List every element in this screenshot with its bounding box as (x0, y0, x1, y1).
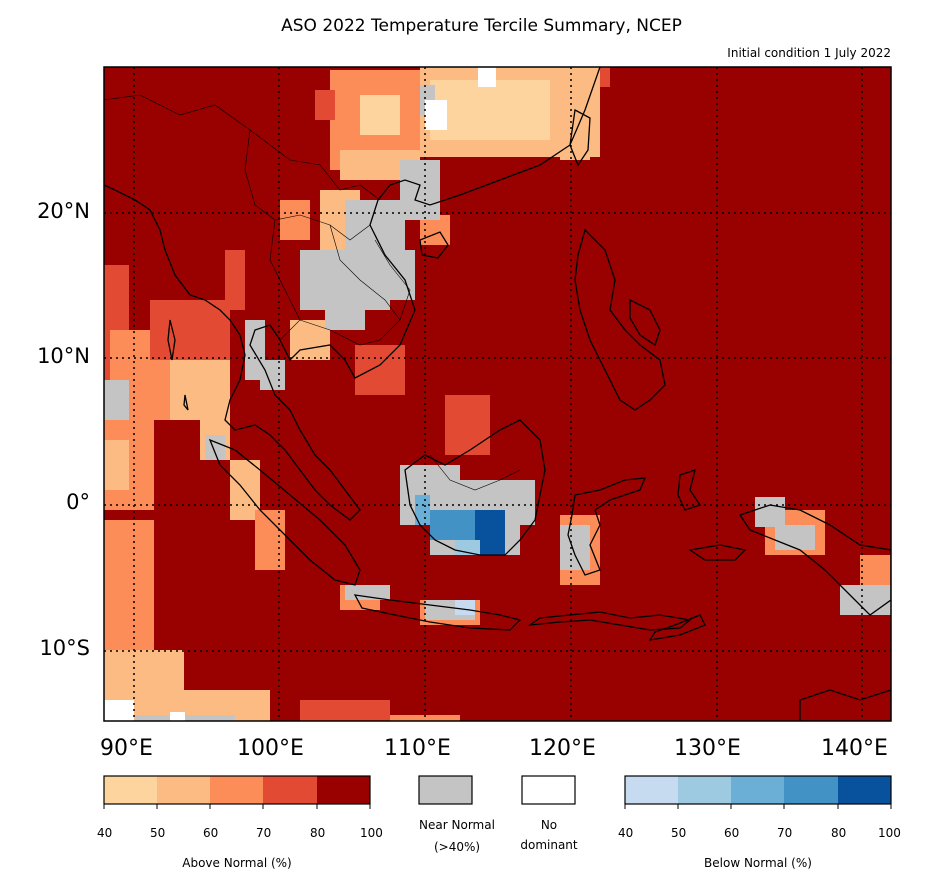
below-tick-40: 40 (618, 826, 634, 840)
map-title: ASO 2022 Temperature Tercile Summary, NC… (281, 16, 682, 36)
gridlines (104, 67, 891, 721)
below-tick-100: 100 (878, 826, 901, 840)
no-dominant-patches (104, 67, 496, 721)
borders (104, 94, 521, 491)
below-normal-caption: Below Normal (%) (704, 856, 812, 870)
below-tick-60: 60 (724, 826, 740, 840)
colorbar-above-normal (103, 775, 371, 809)
above-tick-100: 100 (360, 826, 383, 840)
map-background-above-normal (104, 67, 891, 721)
lat-label-10s: 10°S (39, 636, 90, 660)
lon-label-130e: 130°E (674, 736, 741, 761)
above-tick-50: 50 (150, 826, 166, 840)
lat-label-10n: 10°N (37, 344, 90, 368)
lon-label-110e: 110°E (384, 736, 451, 761)
no-dominant-caption-line2: dominant (520, 838, 578, 852)
above-tick-80: 80 (310, 826, 326, 840)
above-tick-40: 40 (97, 826, 113, 840)
below-normal-patches (415, 495, 505, 615)
lon-label-100e: 100°E (237, 736, 304, 761)
coastlines (104, 67, 891, 721)
below-tick-50: 50 (671, 826, 687, 840)
no-dominant-caption-line1: No (540, 818, 558, 832)
lon-label-120e: 120°E (529, 736, 596, 761)
near-normal-caption-line2: (>40%) (433, 840, 481, 854)
map-subtitle: Initial condition 1 July 2022 (727, 46, 891, 60)
below-tick-70: 70 (777, 826, 793, 840)
near-normal-caption-line1: Near Normal (419, 818, 495, 832)
above-tick-70: 70 (256, 826, 272, 840)
lon-label-90e: 90°E (100, 736, 153, 761)
lat-label-20n: 20°N (37, 199, 90, 223)
map-frame (103, 66, 892, 722)
colorbar-no-dominant (521, 775, 576, 805)
above-normal-patches (104, 67, 891, 721)
below-tick-80: 80 (831, 826, 847, 840)
colorbar-near-normal (418, 775, 473, 805)
above-tick-60: 60 (203, 826, 219, 840)
colorbar-below-normal (624, 775, 892, 809)
above-normal-caption: Above Normal (%) (182, 856, 292, 870)
lat-label-0: 0° (66, 490, 90, 514)
lon-label-140e: 140°E (821, 736, 888, 761)
